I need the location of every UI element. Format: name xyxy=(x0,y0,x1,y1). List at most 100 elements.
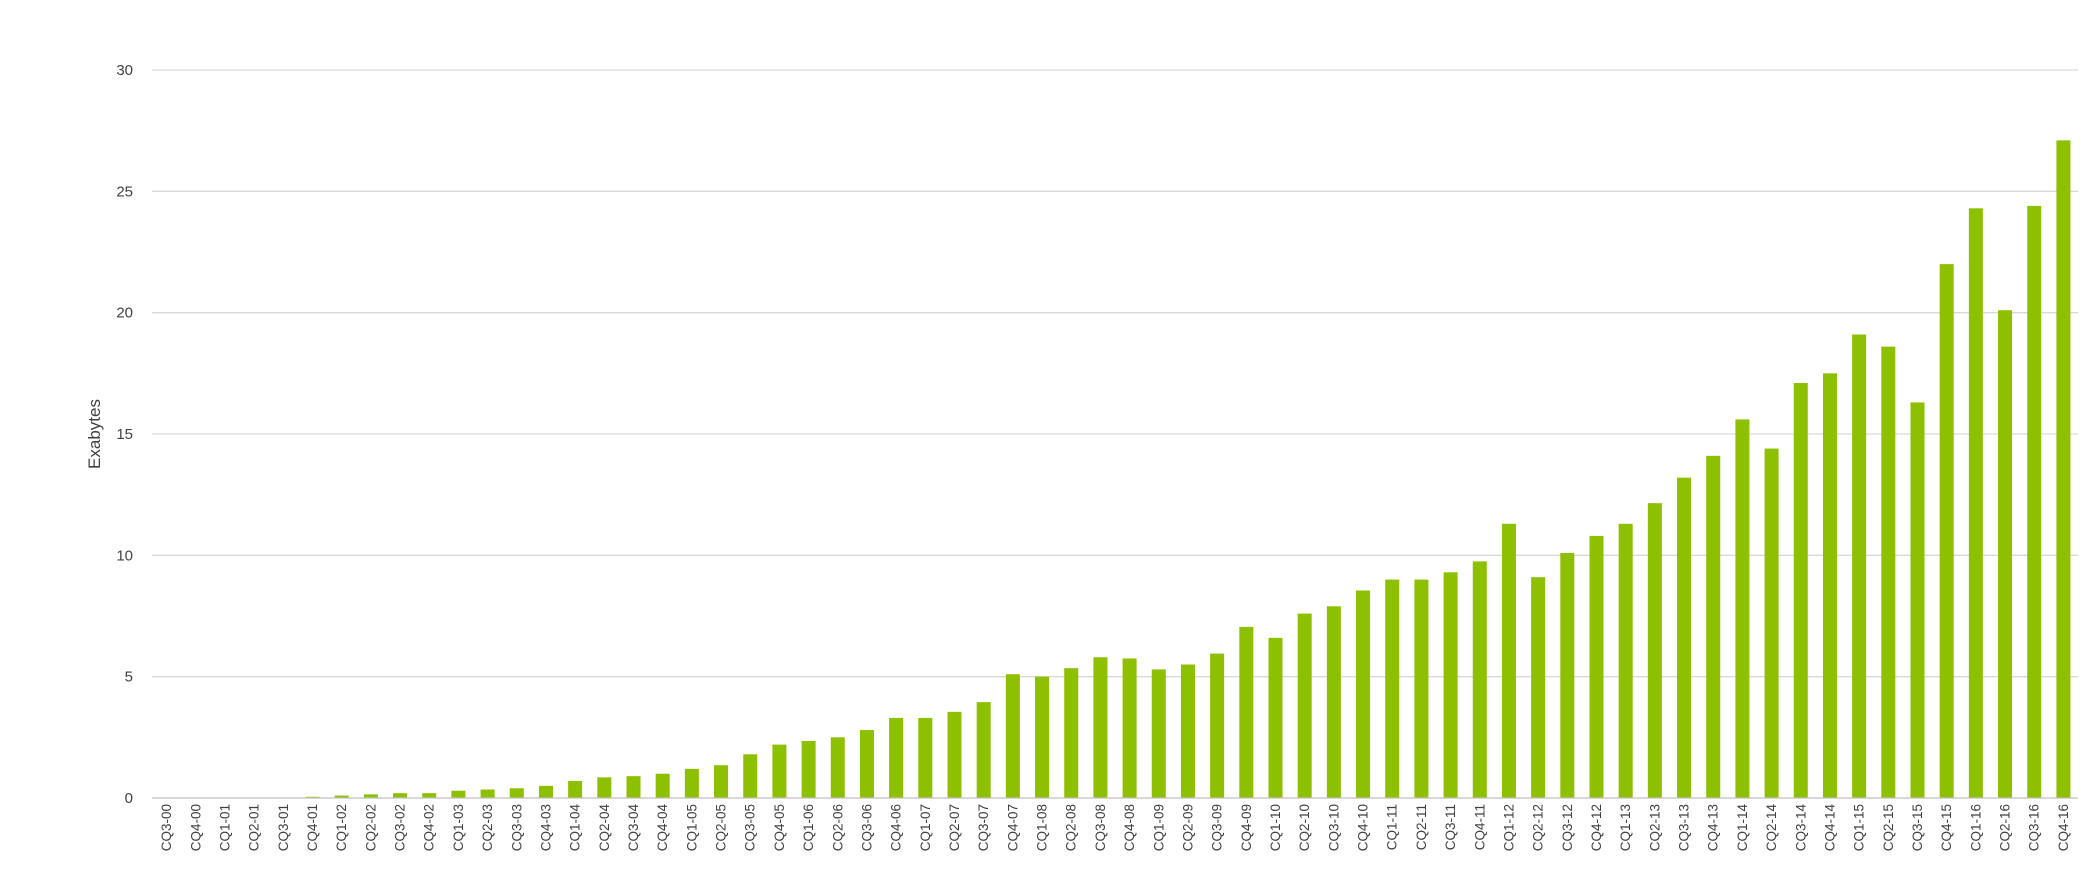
x-tick-label: CQ1-04 xyxy=(568,804,583,852)
x-tick-label: CQ4-03 xyxy=(538,804,553,851)
bar-cq3-10 xyxy=(1326,606,1341,798)
bar-cq1-13 xyxy=(1618,523,1633,798)
y-tick-label: 20 xyxy=(116,305,133,322)
x-tick-label: CQ1-05 xyxy=(684,804,699,851)
bar-cq3-16 xyxy=(2027,205,2042,798)
x-tick-label: CQ4-04 xyxy=(655,804,670,852)
x-tick-label: CQ2-07 xyxy=(947,804,962,851)
x-tick-label: CQ2-08 xyxy=(1064,804,1079,851)
x-tick-label: CQ4-13 xyxy=(1706,804,1721,851)
x-tick-label: CQ1-14 xyxy=(1735,804,1750,852)
x-tick-label: CQ4-11 xyxy=(1472,804,1487,850)
bar-cq3-09 xyxy=(1210,653,1225,798)
x-tick-label: CQ1-03 xyxy=(451,804,466,851)
bar-cq2-10 xyxy=(1297,613,1312,798)
x-tick-label: CQ2-01 xyxy=(247,804,262,851)
bar-cq1-05 xyxy=(684,768,699,798)
bar-cq4-15 xyxy=(1939,264,1954,798)
x-tick-label: CQ3-15 xyxy=(1910,804,1925,851)
x-tick-label: CQ4-16 xyxy=(2056,804,2071,851)
x-tick-label: CQ2-10 xyxy=(1297,804,1312,851)
bar-cq2-15 xyxy=(1881,346,1896,798)
x-tick-label: CQ1-01 xyxy=(217,804,232,851)
x-tick-label: CQ3-07 xyxy=(976,804,991,851)
bar-cq1-07 xyxy=(918,717,933,798)
bars xyxy=(305,140,2071,798)
y-tick-label: 5 xyxy=(125,669,133,686)
x-tick-label: CQ4-01 xyxy=(305,804,320,851)
x-tick-label: CQ4-15 xyxy=(1939,804,1954,851)
x-axis-tick-labels: CQ3-00 CQ4-00 CQ1-01 CQ2-01 CQ3-01 CQ4-01 CQ1-… xyxy=(159,804,2071,852)
bar-cq1-06 xyxy=(801,740,816,798)
x-tick-label: CQ1-11 xyxy=(1385,804,1400,850)
x-tick-label: CQ2-03 xyxy=(480,804,495,851)
bar-cq3-08 xyxy=(1093,657,1108,798)
bar-cq4-13 xyxy=(1706,455,1721,798)
x-tick-label: CQ2-13 xyxy=(1647,804,1662,851)
bar-cq4-11 xyxy=(1472,561,1487,798)
bar-cq3-14 xyxy=(1793,383,1808,798)
x-tick-label: CQ2-11 xyxy=(1414,804,1429,850)
bar-cq1-11 xyxy=(1385,579,1400,798)
bar-cq2-07 xyxy=(947,711,962,798)
bar-cq3-06 xyxy=(859,730,874,798)
bar-cq4-16 xyxy=(2056,140,2071,798)
bar-cq2-08 xyxy=(1064,668,1079,798)
bar-cq1-02 xyxy=(334,795,349,798)
x-tick-label: CQ2-15 xyxy=(1881,804,1896,851)
x-tick-label: CQ3-03 xyxy=(509,804,524,851)
x-tick-label: CQ1-07 xyxy=(918,804,933,851)
x-tick-label: CQ2-02 xyxy=(363,804,378,851)
bar-cq4-14 xyxy=(1822,373,1837,798)
bar-cq2-09 xyxy=(1180,664,1195,798)
bar-cq4-08 xyxy=(1122,658,1137,798)
x-tick-label: CQ2-05 xyxy=(714,804,729,851)
x-tick-label: CQ3-05 xyxy=(743,804,758,851)
x-tick-label: CQ3-10 xyxy=(1326,804,1341,851)
bar-cq4-02 xyxy=(422,793,437,798)
x-tick-label: CQ4-09 xyxy=(1239,804,1254,851)
y-tick-label: 15 xyxy=(116,426,133,443)
x-tick-label: CQ1-09 xyxy=(1151,804,1166,851)
bar-cq2-14 xyxy=(1764,448,1779,798)
bar-cq2-05 xyxy=(714,765,729,798)
bar-cq4-04 xyxy=(655,773,670,798)
y-tick-label: 30 xyxy=(116,62,133,79)
x-tick-label: CQ3-00 xyxy=(159,804,174,851)
bar-cq1-04 xyxy=(568,781,583,798)
bar-cq2-06 xyxy=(830,737,845,798)
bar-cq3-03 xyxy=(509,788,524,798)
x-tick-label: CQ1-12 xyxy=(1501,804,1516,851)
bar-cq1-03 xyxy=(451,790,466,798)
bar-cq2-04 xyxy=(597,777,612,798)
bar-cq2-03 xyxy=(480,789,495,798)
bar-cq3-11 xyxy=(1443,572,1458,798)
bar-cq1-10 xyxy=(1268,637,1283,798)
x-tick-label: CQ3-09 xyxy=(1210,804,1225,851)
y-tick-label: 10 xyxy=(116,547,133,564)
bar-cq3-05 xyxy=(743,754,758,798)
x-tick-label: CQ1-02 xyxy=(334,804,349,851)
x-tick-label: CQ4-08 xyxy=(1122,804,1137,851)
x-tick-label: CQ3-08 xyxy=(1093,804,1108,851)
bar-cq4-12 xyxy=(1589,535,1604,798)
x-tick-label: CQ3-11 xyxy=(1443,804,1458,850)
bar-cq1-15 xyxy=(1852,334,1867,798)
x-tick-label: CQ1-15 xyxy=(1852,804,1867,851)
x-tick-label: CQ3-16 xyxy=(2027,804,2042,851)
gridlines xyxy=(152,69,2078,678)
x-tick-label: CQ4-10 xyxy=(1356,804,1371,851)
x-tick-label: CQ3-01 xyxy=(276,804,291,851)
bar-cq4-09 xyxy=(1239,626,1254,798)
x-tick-label: CQ4-02 xyxy=(422,804,437,851)
bar-cq3-13 xyxy=(1677,477,1692,798)
y-axis-tick-labels: 0 5 10 15 20 25 30 xyxy=(116,62,133,807)
bar-cq2-02 xyxy=(363,794,378,798)
x-tick-label: CQ1-16 xyxy=(1968,804,1983,851)
bar-cq4-07 xyxy=(1005,674,1020,798)
y-tick-label: 25 xyxy=(116,183,133,200)
x-tick-label: CQ2-14 xyxy=(1764,804,1779,852)
bar-cq3-04 xyxy=(626,776,641,798)
bar-cq3-15 xyxy=(1910,402,1925,798)
